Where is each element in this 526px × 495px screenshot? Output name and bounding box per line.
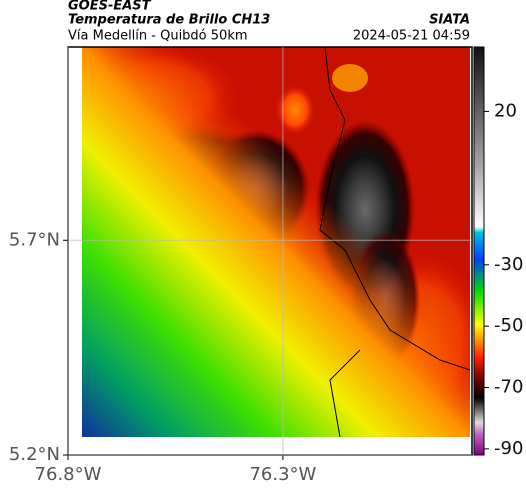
colorbar-label: -70 [494,377,523,398]
x-tick-label: 76.3°W [249,464,316,485]
subtitle: Temperatura de Brillo CH13 [68,13,270,28]
colorbar-label: -50 [494,315,523,336]
colorbar-label: -90 [494,438,523,459]
x-tick-label: 76.8°W [35,464,102,485]
y-tick-label: 5.2°N [9,444,60,465]
colorbar-label: 20 [494,100,517,121]
colorbar [473,46,485,456]
title: GOES-EAST [68,0,152,14]
route: Vía Medellín - Quibdó 50km [68,29,248,44]
datetime: 2024-05-21 04:59 [353,29,470,44]
colorbar-label: -30 [494,254,523,275]
y-tick-label: 5.7°N [9,229,60,250]
source: SIATA [429,13,470,28]
satellite-image [82,47,470,437]
